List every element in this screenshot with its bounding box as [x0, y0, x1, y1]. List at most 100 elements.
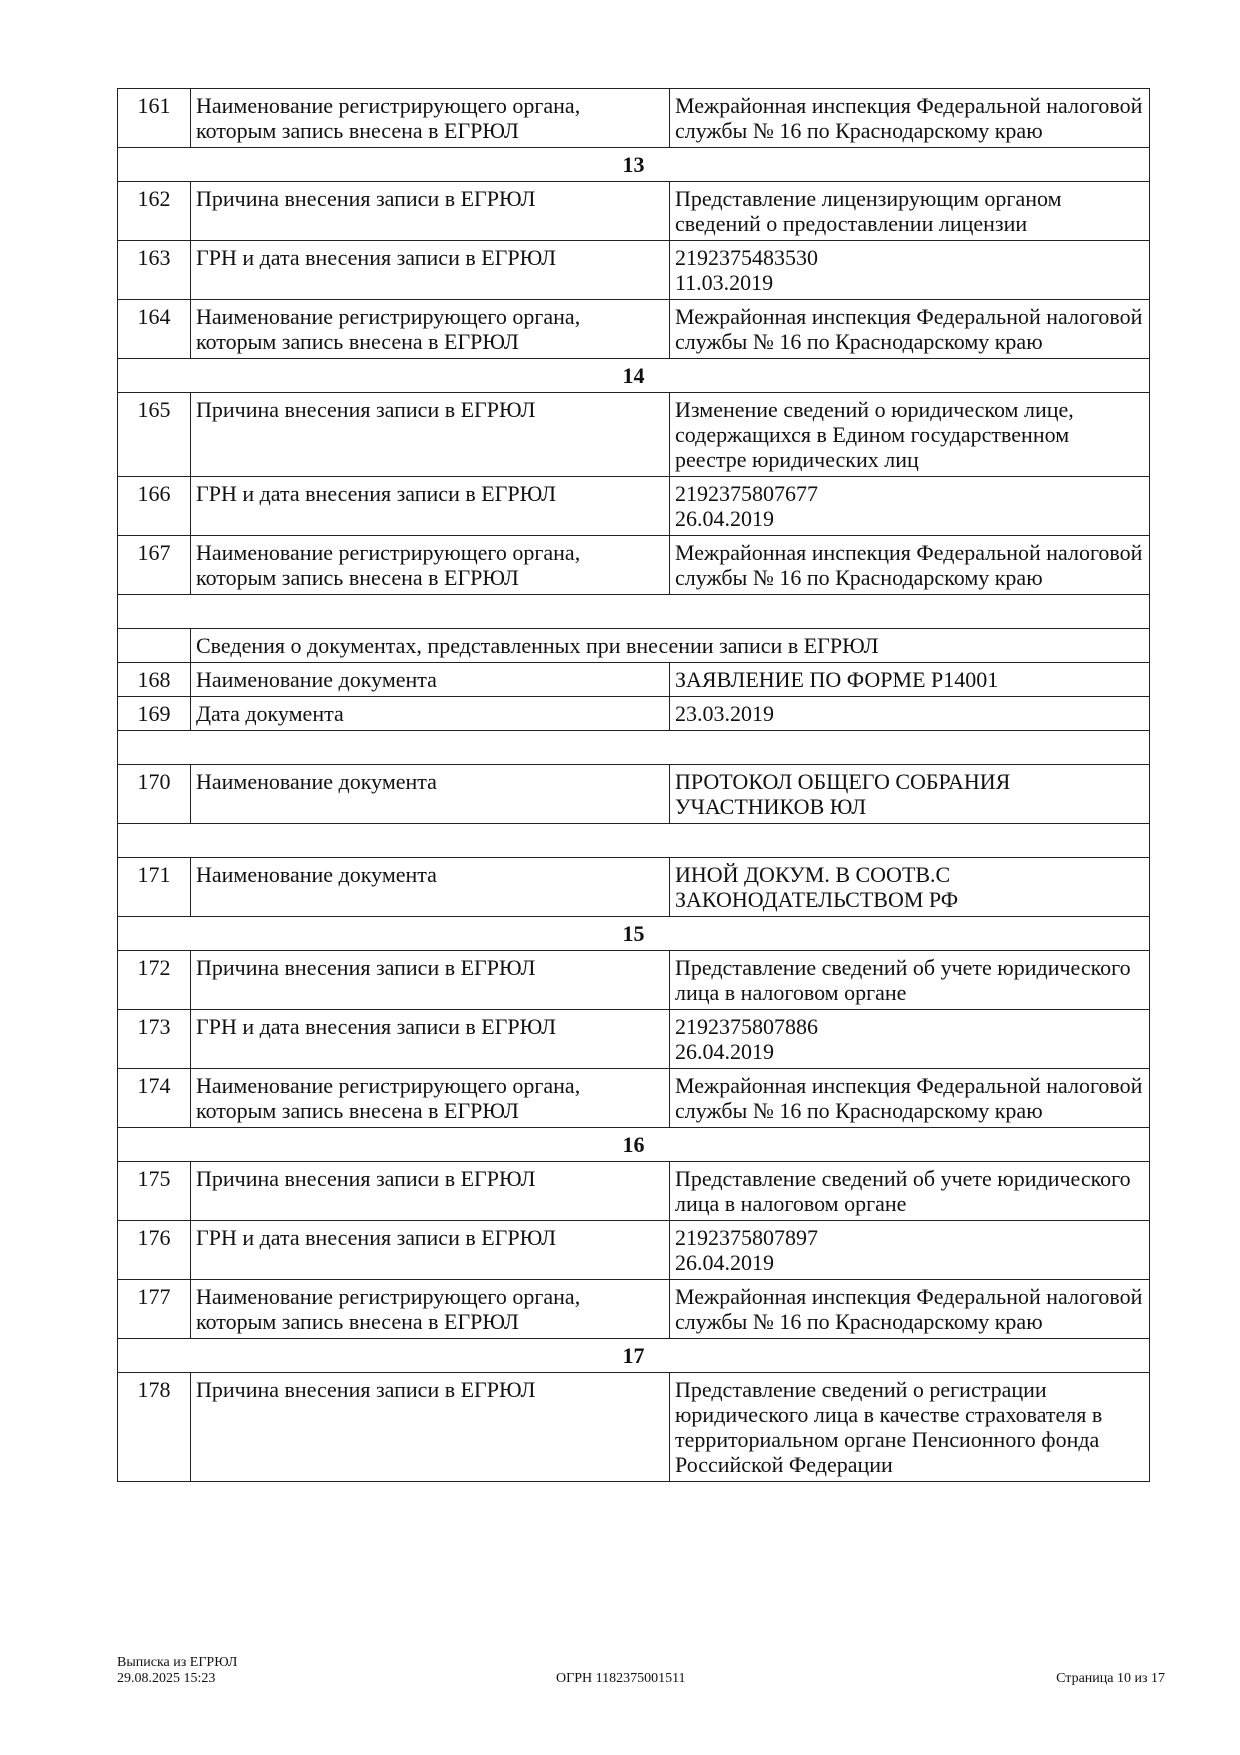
blank-row — [117, 730, 1150, 765]
row-label: Причина внесения записи в ЕГРЮЛ — [190, 1372, 670, 1482]
section-header-row: 17 — [117, 1338, 1150, 1373]
row-value-line: УЧАСТНИКОВ ЮЛ — [675, 794, 867, 819]
table-row: 170 Наименование документа ПРОТОКОЛ ОБЩЕГО… — [117, 764, 1150, 824]
row-value-line: Представление сведений об учете юридичес… — [675, 1166, 1131, 1216]
table-row: 164 Наименование регистрирующего органа, … — [117, 299, 1150, 359]
row-number: 166 — [117, 476, 191, 536]
table-row: 177 Наименование регистрирующего органа, … — [117, 1279, 1150, 1339]
subheader-row: Сведения о документах, представленных пр… — [117, 628, 1150, 663]
section-header-row: 14 — [117, 358, 1150, 393]
row-number: 167 — [117, 535, 191, 595]
row-number: 161 — [117, 88, 191, 148]
row-number: 172 — [117, 950, 191, 1010]
row-label: Причина внесения записи в ЕГРЮЛ — [190, 1161, 670, 1221]
row-value: Представление сведений об учете юридичес… — [669, 950, 1150, 1010]
footer-left: Выписка из ЕГРЮЛ 29.08.2025 15:23 — [117, 1655, 237, 1687]
table-row: 165 Причина внесения записи в ЕГРЮЛ Измене… — [117, 392, 1150, 477]
row-value-line: Межрайонная инспекция Федеральной налого… — [675, 540, 1143, 590]
row-value-line: ПРОТОКОЛ ОБЩЕГО СОБРАНИЯ — [675, 769, 1011, 794]
row-value-line: Представление лицензирующим органом свед… — [675, 186, 1062, 236]
row-value-line: Межрайонная инспекция Федеральной налого… — [675, 304, 1143, 354]
table-row: 175 Причина внесения записи в ЕГРЮЛ Предст… — [117, 1161, 1150, 1221]
row-value-line: 26.04.2019 — [675, 1250, 774, 1275]
row-value: Межрайонная инспекция Федеральной налого… — [669, 535, 1150, 595]
row-number: 176 — [117, 1220, 191, 1280]
blank-cell — [117, 594, 1150, 629]
row-value-line: Представление сведений о регистрации юри… — [675, 1377, 1103, 1477]
row-number: 174 — [117, 1068, 191, 1128]
row-value: Межрайонная инспекция Федеральной налого… — [669, 299, 1150, 359]
row-value-line: Межрайонная инспекция Федеральной налого… — [675, 93, 1143, 143]
row-value: 2192375807886 26.04.2019 — [669, 1009, 1150, 1069]
footer-ogrn: ОГРН 1182375001511 — [556, 1671, 686, 1686]
table-row: 163 ГРН и дата внесения записи в ЕГРЮЛ 219… — [117, 240, 1150, 300]
row-number: 178 — [117, 1372, 191, 1482]
section-number: 17 — [117, 1338, 1150, 1373]
blank-cell — [117, 823, 1150, 858]
row-number: 168 — [117, 662, 191, 697]
row-number: 165 — [117, 392, 191, 477]
row-label: Дата документа — [190, 696, 670, 731]
row-value-line: 26.04.2019 — [675, 1039, 774, 1064]
row-value: 2192375483530 11.03.2019 — [669, 240, 1150, 300]
row-number: 163 — [117, 240, 191, 300]
row-label: ГРН и дата внесения записи в ЕГРЮЛ — [190, 240, 670, 300]
row-value: 2192375807677 26.04.2019 — [669, 476, 1150, 536]
section-number: 13 — [117, 147, 1150, 182]
row-value-line: 26.04.2019 — [675, 506, 774, 531]
row-value-line: 2192375807897 — [675, 1225, 818, 1250]
footer-page-number: Страница 10 из 17 — [1056, 1671, 1165, 1686]
row-label: Наименование регистрирующего органа, кот… — [190, 299, 670, 359]
row-value-line: Изменение сведений о юридическом лице, с… — [675, 397, 1074, 472]
table-row: 169 Дата документа 23.03.2019 — [117, 696, 1150, 731]
section-number: 15 — [117, 916, 1150, 951]
row-value: 2192375807897 26.04.2019 — [669, 1220, 1150, 1280]
table-row: 167 Наименование регистрирующего органа, … — [117, 535, 1150, 595]
row-number: 164 — [117, 299, 191, 359]
row-value: Межрайонная инспекция Федеральной налого… — [669, 88, 1150, 148]
row-value: ЗАЯВЛЕНИЕ ПО ФОРМЕ Р14001 — [669, 662, 1150, 697]
row-number: 169 — [117, 696, 191, 731]
row-value-line: Межрайонная инспекция Федеральной налого… — [675, 1284, 1143, 1334]
row-value-line: ИНОЙ ДОКУМ. В СООТВ.С — [675, 862, 951, 887]
table-row: 162 Причина внесения записи в ЕГРЮЛ Предст… — [117, 181, 1150, 241]
row-number: 162 — [117, 181, 191, 241]
row-value: Представление лицензирующим органом свед… — [669, 181, 1150, 241]
row-label: Наименование регистрирующего органа, кот… — [190, 88, 670, 148]
row-value-line: Представление сведений об учете юридичес… — [675, 955, 1131, 1005]
row-value: Представление сведений об учете юридичес… — [669, 1161, 1150, 1221]
table-row: 173 ГРН и дата внесения записи в ЕГРЮЛ 219… — [117, 1009, 1150, 1069]
row-value: Изменение сведений о юридическом лице, с… — [669, 392, 1150, 477]
subheader-title: Сведения о документах, представленных пр… — [190, 628, 1150, 663]
egrul-table: 161 Наименование регистрирующего органа, … — [117, 88, 1150, 1482]
blank-cell — [117, 730, 1150, 765]
row-value-line: 2192375807886 — [675, 1014, 818, 1039]
table-row: 168 Наименование документа ЗАЯВЛЕНИЕ ПО ФО… — [117, 662, 1150, 697]
section-header-row: 15 — [117, 916, 1150, 951]
row-number: 171 — [117, 857, 191, 917]
row-value: ИНОЙ ДОКУМ. В СООТВ.С ЗАКОНОДАТЕЛЬСТВОМ Р… — [669, 857, 1150, 917]
row-label: Причина внесения записи в ЕГРЮЛ — [190, 950, 670, 1010]
row-label: ГРН и дата внесения записи в ЕГРЮЛ — [190, 476, 670, 536]
row-label: Наименование регистрирующего органа, кот… — [190, 1068, 670, 1128]
empty-cell — [117, 628, 191, 663]
row-value: Представление сведений о регистрации юри… — [669, 1372, 1150, 1482]
row-number: 175 — [117, 1161, 191, 1221]
table-row: 171 Наименование документа ИНОЙ ДОКУМ. В С… — [117, 857, 1150, 917]
row-value-line: 2192375483530 — [675, 245, 818, 270]
table-row: 166 ГРН и дата внесения записи в ЕГРЮЛ 219… — [117, 476, 1150, 536]
row-value: Межрайонная инспекция Федеральной налого… — [669, 1068, 1150, 1128]
row-value-line: Межрайонная инспекция Федеральной налого… — [675, 1073, 1143, 1123]
row-number: 177 — [117, 1279, 191, 1339]
row-value-line: 11.03.2019 — [675, 270, 774, 295]
row-label: Наименование документа — [190, 857, 670, 917]
row-value: Межрайонная инспекция Федеральной налого… — [669, 1279, 1150, 1339]
row-value-line: 2192375807677 — [675, 481, 818, 506]
row-value-line: ЗАКОНОДАТЕЛЬСТВОМ РФ — [675, 887, 959, 912]
section-number: 14 — [117, 358, 1150, 393]
row-label: Наименование регистрирующего органа, кот… — [190, 535, 670, 595]
blank-row — [117, 823, 1150, 858]
table-row: 178 Причина внесения записи в ЕГРЮЛ Предст… — [117, 1372, 1150, 1482]
footer-datetime: 29.08.2025 15:23 — [117, 1671, 216, 1686]
footer-doc-title: Выписка из ЕГРЮЛ — [117, 1655, 238, 1670]
